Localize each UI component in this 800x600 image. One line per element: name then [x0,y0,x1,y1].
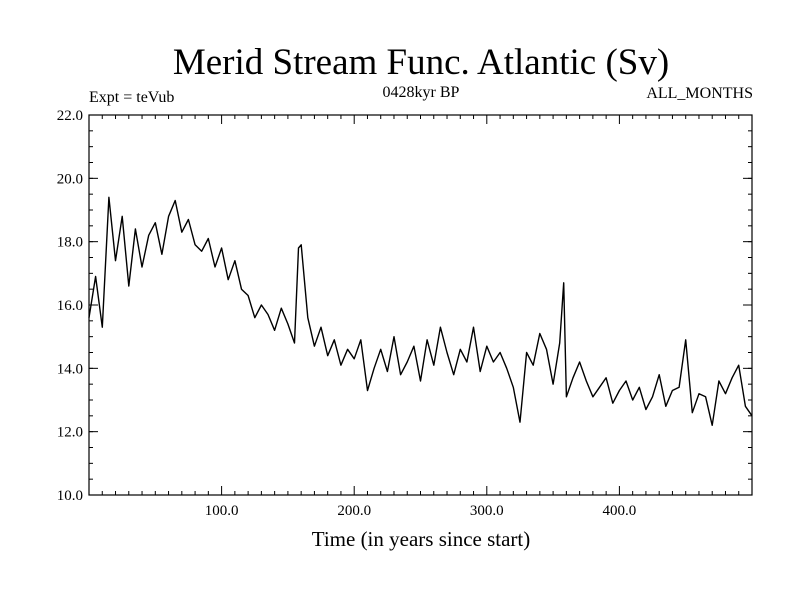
axes: 10.0 12.0 14.0 16.0 18.0 20.0 22.0 100.0 200.0 30… [57,108,752,519]
y-tick-label: 18.0 [57,235,83,251]
experiment-label: Expt = teVub [89,89,174,106]
y-tick-label: 12.0 [57,425,83,441]
y-tick-label: 22.0 [57,108,83,124]
y-tick-label: 20.0 [57,171,83,187]
series-line [88,196,753,426]
y-tick-label: 10.0 [57,488,83,504]
months-label: ALL_MONTHS [646,85,753,102]
x-tick-label: 100.0 [205,503,239,519]
period-label: 0428kyr BP [383,84,460,101]
series-layer [88,196,753,426]
x-tick-label: 400.0 [603,503,637,519]
x-tick-label: 300.0 [470,503,504,519]
x-tick-label: 200.0 [337,503,371,519]
chart-title: Merid Stream Func. Atlantic (Sv) [173,42,669,83]
y-tick-label: 14.0 [57,361,83,377]
y-tick-label: 16.0 [57,298,83,314]
x-axis-label: Time (in years since start) [312,527,531,551]
plot-frame [88,114,753,496]
